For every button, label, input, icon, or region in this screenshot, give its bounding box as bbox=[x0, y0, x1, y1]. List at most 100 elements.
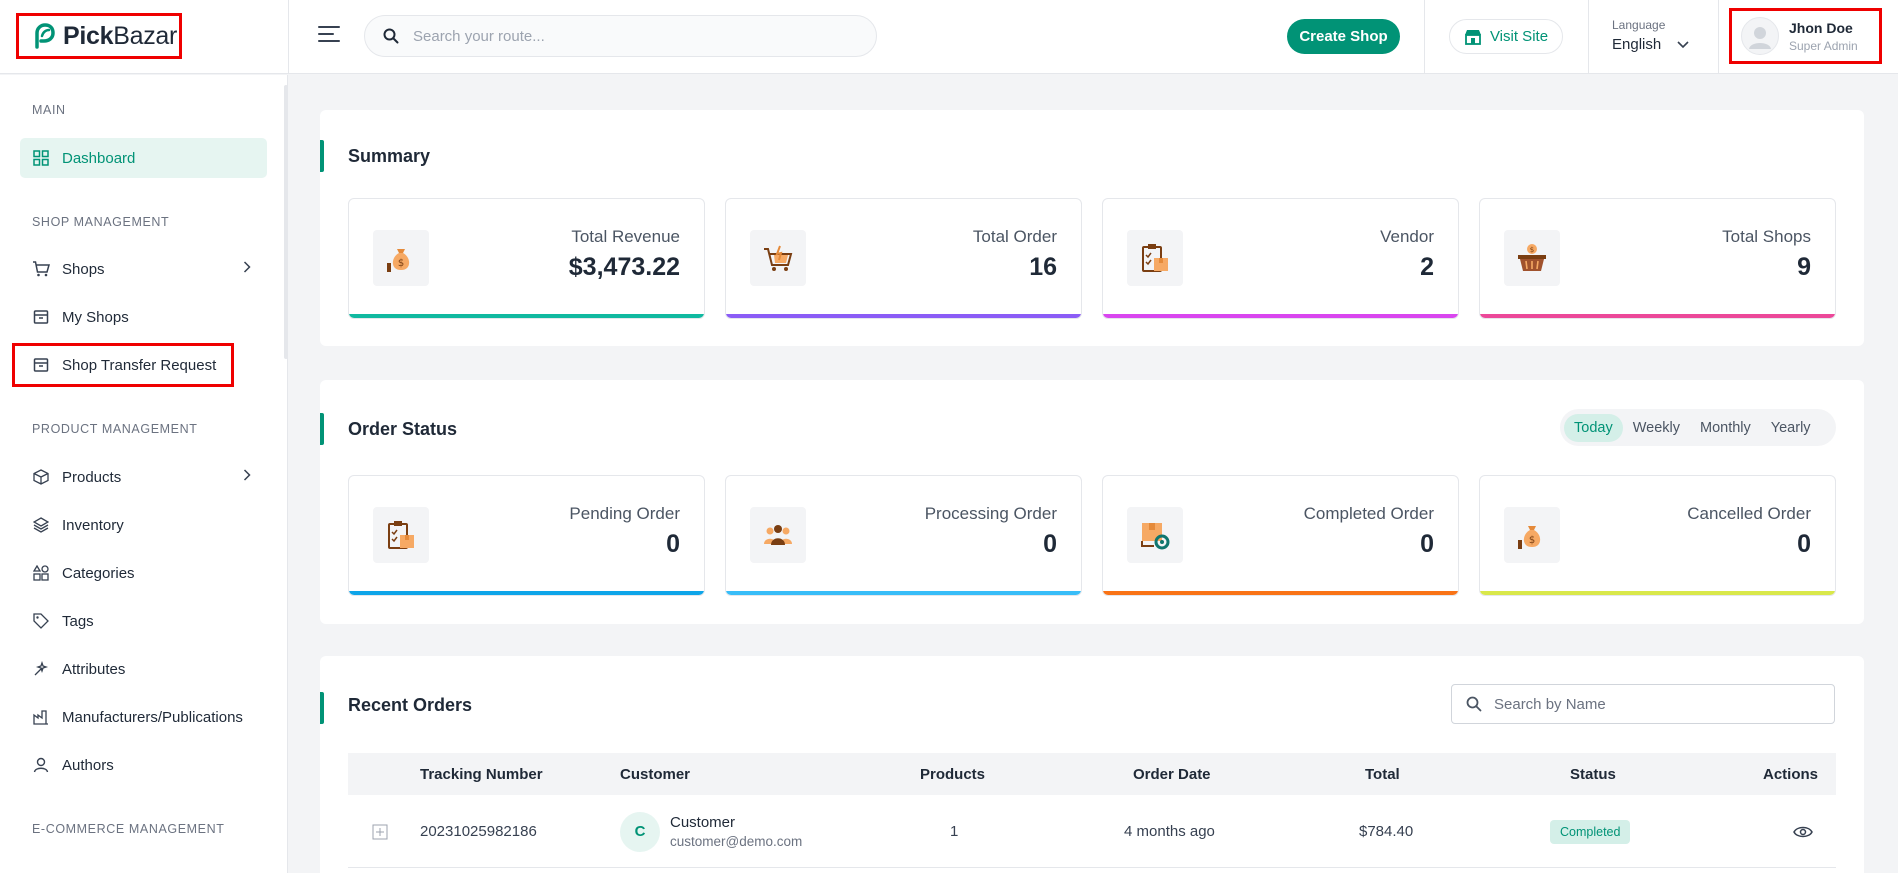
sidebar-item-label: Attributes bbox=[62, 660, 126, 678]
money-bag-icon: $ bbox=[387, 249, 410, 272]
card-accent bbox=[320, 140, 324, 172]
sidebar-item-inventory[interactable]: Inventory bbox=[20, 505, 267, 545]
clipboard-icon bbox=[1142, 244, 1168, 272]
visit-site-button[interactable]: Visit Site bbox=[1449, 19, 1563, 54]
sidebar-item-label: Manufacturers/Publications bbox=[62, 708, 243, 726]
order-search-input[interactable] bbox=[1494, 695, 1814, 713]
sidebar-item-products[interactable]: Products bbox=[20, 457, 267, 497]
sidebar-item-label: Products bbox=[62, 468, 122, 486]
people-icon bbox=[764, 525, 792, 545]
sidebar-scrollbar[interactable] bbox=[284, 85, 288, 359]
user-icon bbox=[33, 757, 49, 773]
stat-label: Pending Order bbox=[569, 504, 680, 523]
sidebar-item-label: Shops bbox=[62, 260, 105, 278]
order-total: $784.40 bbox=[1359, 823, 1414, 840]
stat-value: 9 bbox=[1797, 253, 1811, 281]
user-profile[interactable]: Jhon Doe Super Admin bbox=[1729, 8, 1882, 64]
stat-total-revenue: $ Total Revenue $3,473.22 bbox=[348, 198, 705, 319]
period-yearly[interactable]: Yearly bbox=[1770, 419, 1811, 436]
stat-processing-order: Processing Order 0 bbox=[725, 475, 1082, 596]
summary-card: Summary $ Total Revenue $3,473.22 Total … bbox=[320, 110, 1864, 346]
period-filter: Today Weekly Monthly Yearly bbox=[1560, 409, 1836, 446]
stat-label: Cancelled Order bbox=[1687, 504, 1811, 523]
sidebar-item-my-shops[interactable]: My Shops bbox=[20, 297, 267, 337]
user-role: Super Admin bbox=[1789, 38, 1858, 53]
stat-label: Completed Order bbox=[1303, 504, 1434, 523]
highlight-box bbox=[12, 343, 234, 387]
stat-accent-bar bbox=[726, 591, 1081, 595]
col-tracking-number: Tracking Number bbox=[420, 765, 543, 783]
svg-text:$: $ bbox=[398, 258, 404, 269]
stat-label: Total Revenue bbox=[571, 227, 680, 246]
col-actions: Actions bbox=[1763, 765, 1819, 783]
brand-logo[interactable]: PickBazar bbox=[16, 13, 182, 59]
sidebar-item-label: Authors bbox=[62, 756, 114, 774]
store-icon bbox=[33, 310, 49, 324]
status-badge: Completed bbox=[1550, 819, 1631, 844]
stat-vendor: Vendor 2 bbox=[1102, 198, 1459, 319]
header-divider bbox=[1588, 0, 1589, 74]
stat-value: 2 bbox=[1420, 253, 1434, 281]
order-date: 4 months ago bbox=[1124, 823, 1215, 840]
sidebar-item-label: Shop Transfer Request bbox=[62, 356, 217, 374]
language-value: English bbox=[1612, 36, 1662, 53]
period-monthly[interactable]: Monthly bbox=[1699, 419, 1751, 436]
sidebar-item-manufacturers[interactable]: Manufacturers/Publications bbox=[20, 697, 267, 737]
stat-label: Total Order bbox=[972, 227, 1057, 246]
card-accent bbox=[320, 692, 324, 724]
customer-name: Customer bbox=[670, 814, 736, 831]
cart-icon bbox=[33, 261, 50, 277]
tag-icon bbox=[33, 613, 49, 629]
header-divider bbox=[1424, 0, 1425, 74]
stat-value: $3,473.22 bbox=[568, 253, 680, 281]
svg-text:$: $ bbox=[1530, 246, 1534, 254]
section-main: MAIN bbox=[32, 103, 66, 117]
transfer-icon bbox=[33, 358, 49, 372]
box-icon bbox=[33, 469, 49, 485]
stat-accent-bar bbox=[726, 314, 1081, 318]
categories-icon bbox=[33, 565, 49, 581]
section-shop-management: SHOP MANAGEMENT bbox=[32, 215, 170, 229]
layers-icon bbox=[33, 517, 49, 533]
stat-value: 0 bbox=[1797, 530, 1811, 558]
section-ecommerce-management: E-COMMERCE MANAGEMENT bbox=[32, 822, 225, 836]
customer-cell: C Customer customer@demo.com bbox=[620, 796, 802, 867]
route-search[interactable] bbox=[364, 15, 877, 57]
stat-accent-bar bbox=[1103, 314, 1458, 318]
order-search[interactable] bbox=[1451, 684, 1835, 724]
sidebar-item-dashboard[interactable]: Dashboard bbox=[20, 138, 267, 178]
avatar bbox=[1741, 17, 1779, 55]
sidebar-item-shops[interactable]: Shops bbox=[20, 249, 267, 289]
view-order-icon[interactable] bbox=[1793, 796, 1813, 867]
header-divider bbox=[288, 0, 289, 74]
expand-row-icon[interactable] bbox=[372, 796, 388, 867]
stat-accent-bar bbox=[1103, 591, 1458, 595]
sidebar-item-shop-transfer-request[interactable]: Shop Transfer Request bbox=[20, 345, 267, 385]
user-avatar-icon bbox=[1749, 27, 1771, 49]
stat-value: 0 bbox=[1420, 530, 1434, 558]
stat-value: 16 bbox=[1029, 253, 1057, 281]
visit-site-label: Visit Site bbox=[1489, 28, 1549, 45]
period-today[interactable]: Today bbox=[1564, 413, 1623, 442]
products-count: 1 bbox=[950, 823, 959, 840]
sidebar-item-authors[interactable]: Authors bbox=[20, 745, 267, 785]
col-customer: Customer bbox=[620, 765, 691, 783]
section-product-management: PRODUCT MANAGEMENT bbox=[32, 422, 198, 436]
sidebar-item-tags[interactable]: Tags bbox=[20, 601, 267, 641]
menu-toggle-icon[interactable] bbox=[318, 26, 342, 46]
shopping-cart-icon bbox=[764, 245, 793, 271]
chevron-down-icon bbox=[1677, 40, 1689, 48]
period-weekly[interactable]: Weekly bbox=[1632, 419, 1680, 436]
sidebar-item-categories[interactable]: Categories bbox=[20, 553, 267, 593]
sidebar-item-label: Tags bbox=[62, 612, 94, 630]
route-search-input[interactable] bbox=[413, 27, 853, 45]
top-header: PickBazar Create Shop Visit Site Languag… bbox=[0, 0, 1898, 74]
col-total: Total bbox=[1365, 765, 1400, 783]
sidebar-item-label: Dashboard bbox=[62, 149, 136, 167]
brand-name: PickBazar bbox=[63, 21, 178, 50]
customer-avatar: C bbox=[620, 811, 660, 852]
language-selector[interactable]: Language English bbox=[1612, 18, 1689, 53]
stat-accent-bar bbox=[349, 591, 704, 595]
sidebar-item-attributes[interactable]: Attributes bbox=[20, 649, 267, 689]
create-shop-button[interactable]: Create Shop bbox=[1287, 19, 1400, 54]
